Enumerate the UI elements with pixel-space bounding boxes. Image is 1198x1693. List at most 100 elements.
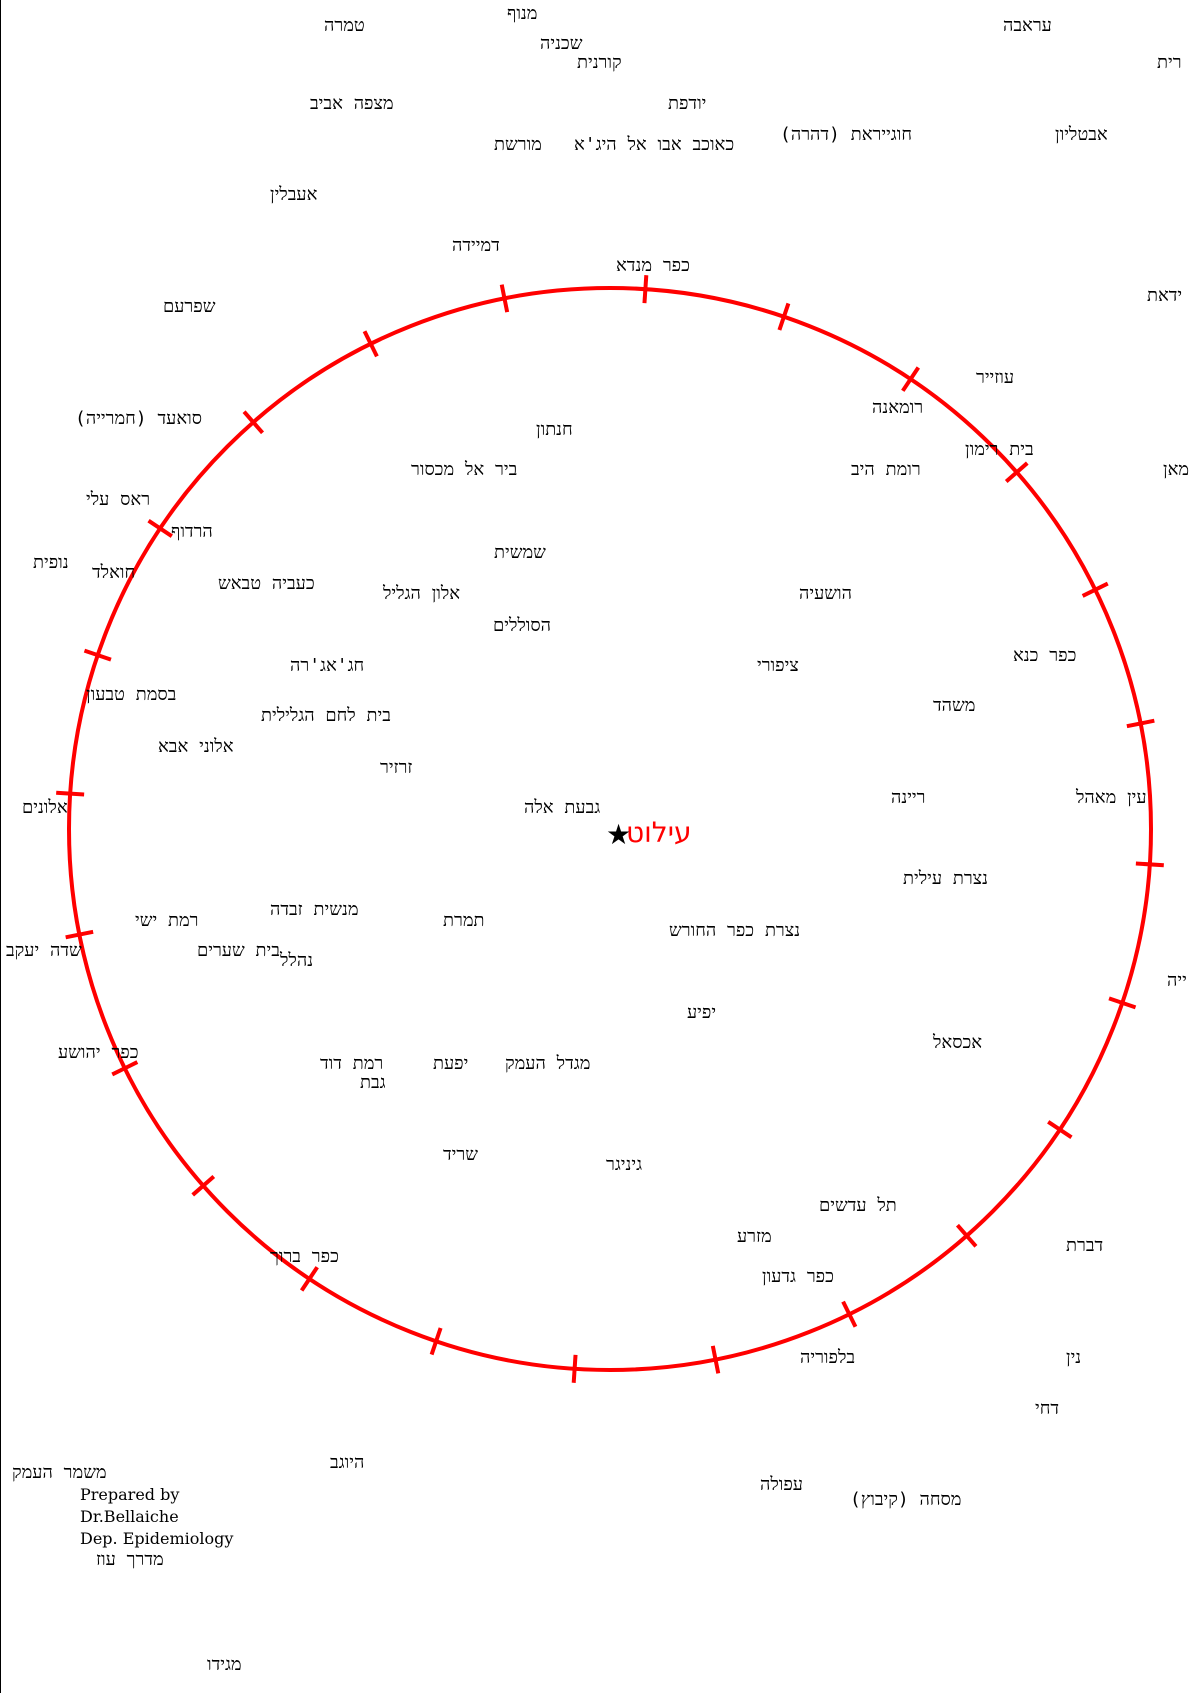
place-label-iblin: אעבלין bbox=[270, 184, 318, 205]
place-label-yifat: יפעת bbox=[433, 1053, 469, 1074]
circle-tick bbox=[429, 1327, 443, 1356]
circle-ticks bbox=[56, 275, 1164, 1383]
place-label-nein: נין bbox=[1066, 1347, 1082, 1368]
place-label-ramat-david: רמת דוד bbox=[320, 1053, 384, 1074]
circle-tick bbox=[710, 1345, 721, 1374]
place-label-nazareth-illit: נצרת עילית bbox=[903, 868, 988, 889]
credit-line: Prepared by bbox=[80, 1485, 180, 1504]
place-label-sarid: שריד bbox=[443, 1144, 478, 1165]
place-label-hoshaya: הושעיה bbox=[799, 583, 852, 604]
place-label-ein-mahil: עין מאהל bbox=[1076, 787, 1147, 808]
place-label-kafr-kanna: כפר כנא bbox=[1013, 645, 1077, 666]
place-label-yafa: יפיע bbox=[687, 1002, 717, 1023]
circle-tick bbox=[83, 648, 112, 662]
circle-tick bbox=[1108, 996, 1137, 1010]
place-label-kaabiyye: כעביה טבאש bbox=[218, 573, 315, 594]
circle-tick bbox=[1126, 718, 1155, 729]
circle-tick bbox=[1047, 1120, 1073, 1140]
place-label-hanaton: חנתון bbox=[536, 419, 573, 440]
center-label: עילוט bbox=[626, 816, 692, 849]
place-label-afula: עפולה bbox=[760, 1474, 803, 1495]
place-label-balfouria: בלפוריה bbox=[800, 1347, 856, 1368]
place-label-tel-adashim: תל עדשים bbox=[819, 1195, 897, 1216]
circle-tick bbox=[955, 1223, 978, 1248]
place-label-iyya: ייה bbox=[1167, 970, 1187, 991]
place-label-basmat-tabun: בסמת טבעון bbox=[86, 684, 177, 705]
place-label-kaukab: כאוכב אבו אל היג'א bbox=[574, 134, 735, 155]
place-label-mitzpe-aviv: מצפה אביב bbox=[310, 93, 394, 114]
place-label-dabburiya: דברת bbox=[1066, 1235, 1104, 1256]
place-label-harduf: הרדוף bbox=[171, 521, 213, 542]
place-label-manshiyyat-zabda: מנשית זבדה bbox=[270, 899, 359, 920]
place-label-hajajre: חג'אג'רה bbox=[290, 655, 365, 676]
place-label-ginegar: גיניגר bbox=[606, 1154, 643, 1175]
circle-tick bbox=[841, 1300, 858, 1328]
circle-tick bbox=[299, 1266, 319, 1292]
place-label-rit: רית bbox=[1157, 52, 1182, 73]
place-label-mishmar-haemek: משמר העמק bbox=[12, 1462, 107, 1483]
place-label-reineh: ריינה bbox=[891, 787, 926, 808]
place-label-moreshet: מורשת bbox=[494, 134, 542, 155]
credit-line: Dep. Epidemiology bbox=[80, 1529, 234, 1548]
place-label-beit-shearim: בית שערים bbox=[197, 940, 280, 961]
place-label-kornit: קורנית bbox=[577, 52, 622, 73]
place-label-kfar-baruch: כפר ברוך bbox=[270, 1246, 339, 1267]
circle-tick bbox=[642, 275, 649, 304]
place-label-rumat-heib: רומת היב bbox=[851, 459, 921, 480]
circle-tick bbox=[1135, 861, 1164, 868]
place-label-kafr-manda: כפר מנדא bbox=[616, 255, 690, 276]
star-icon: ★ bbox=[606, 818, 632, 851]
place-label-idat: ידאת bbox=[1147, 285, 1183, 306]
place-label-shimshit: שמשית bbox=[494, 542, 546, 563]
circle-tick bbox=[901, 366, 921, 392]
place-label-kfar-gideon: כפר גדעון bbox=[762, 1266, 834, 1287]
place-label-sde-yaakov: שדה יעקב bbox=[6, 940, 82, 961]
place-label-beit-rimon: בית רימון bbox=[965, 439, 1034, 460]
place-label-yodfat: יודפת bbox=[668, 93, 707, 114]
place-label-shfaram: שפרעם bbox=[163, 296, 216, 317]
place-label-beit-lehem-haglilit: בית לחם הגלילית bbox=[261, 705, 391, 726]
place-label-nazareth-kfar-hahoresh: נצרת כפר החורש bbox=[669, 920, 801, 941]
place-label-bir-al-maksur: ביר אל מכסור bbox=[411, 459, 518, 480]
place-label-uzeir: עוזייר bbox=[976, 367, 1015, 388]
circle-tick bbox=[571, 1354, 578, 1383]
place-label-hugeirat: (חוגייראת (דהרה bbox=[780, 124, 912, 145]
place-label-arraba: עראבה bbox=[1003, 15, 1052, 36]
place-label-givat-ela: גבעת אלה bbox=[524, 797, 601, 818]
place-label-mizra: מזרע bbox=[737, 1226, 772, 1247]
place-label-khawaled: חואלד bbox=[92, 562, 136, 583]
circle-tick bbox=[111, 1060, 139, 1077]
place-label-iksal: אכסאל bbox=[933, 1032, 983, 1053]
circle-tick bbox=[65, 929, 94, 940]
place-label-maan: מאן bbox=[1163, 459, 1190, 480]
place-label-mesilot: (מסחה (קיבוץ bbox=[850, 1489, 962, 1510]
place-label-zarzir: זרזיר bbox=[380, 757, 413, 778]
place-label-nahalal: נהלל bbox=[280, 950, 314, 971]
place-label-shchania: שכניה bbox=[540, 33, 583, 54]
circle-tick bbox=[191, 1174, 216, 1197]
place-label-megiddo: מגידו bbox=[207, 1654, 242, 1675]
place-label-tzippori: ציפורי bbox=[757, 655, 799, 676]
place-label-nofit: נופית bbox=[33, 552, 69, 573]
place-label-kfar-yehoshua: כפר יהושע bbox=[58, 1042, 139, 1063]
place-label-alonim: אלונים bbox=[22, 797, 68, 818]
place-label-alon-hagalil: אלון הגליל bbox=[383, 583, 461, 604]
credit-block: Prepared by Dr.Bellaiche Dep. Epidemiolo… bbox=[80, 1484, 233, 1550]
circle-tick bbox=[1081, 581, 1109, 598]
place-label-mashhad: משהד bbox=[933, 695, 976, 716]
place-label-timrat: תמרת bbox=[443, 910, 485, 931]
place-label-hayogev: היוגב bbox=[330, 1452, 365, 1473]
place-label-tamra: טמרה bbox=[324, 15, 365, 36]
circle-tick bbox=[1004, 461, 1029, 484]
circle-tick bbox=[777, 302, 791, 331]
place-label-hasolelim: הסוללים bbox=[493, 615, 551, 636]
circle-tick bbox=[499, 284, 510, 313]
place-label-dmeida: דמיידה bbox=[452, 235, 500, 256]
credit-line: Dr.Bellaiche bbox=[80, 1507, 179, 1526]
place-label-gvat: גבת bbox=[360, 1072, 386, 1093]
place-label-avtalyon: אבטליון bbox=[1055, 124, 1108, 145]
place-label-midrach-oz: מדרך עוז bbox=[96, 1549, 164, 1570]
place-label-migdal-haemek: מגדל העמק bbox=[505, 1053, 591, 1074]
